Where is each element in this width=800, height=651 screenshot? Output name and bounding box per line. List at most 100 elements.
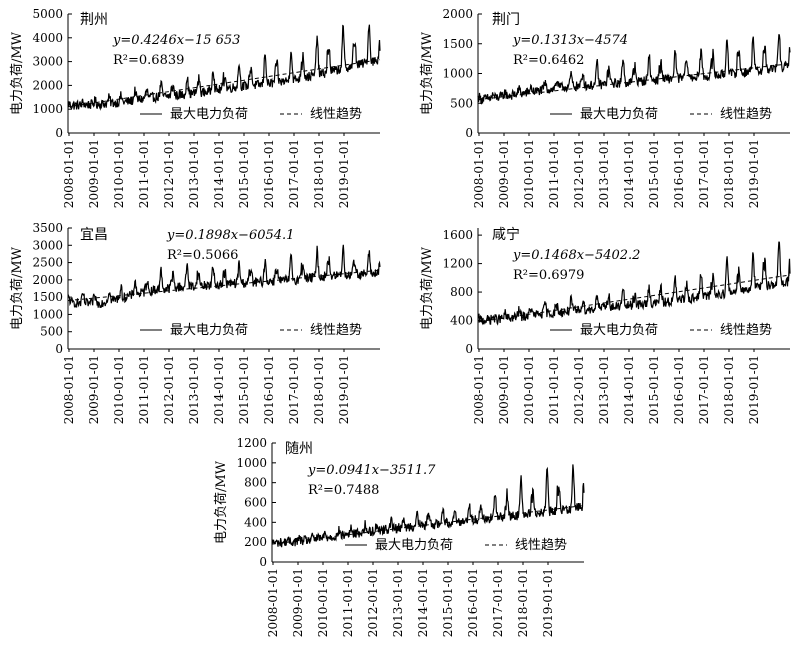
x-tick-label: 2017-01-01 [697,355,711,424]
x-tick-label: 2017-01-01 [697,139,711,208]
x-tick-label: 2015-01-01 [441,568,455,637]
x-tick-label: 2012-01-01 [162,355,176,424]
chart-panel: 0 500 1000 1500 2000 2500 3000 3500 电力负荷/MW 2008-… [10,221,381,424]
y-tick-label: 500 [450,96,473,110]
x-tick-label: 2016-01-01 [672,139,686,208]
legend-label-linear-trend: 线性趋势 [515,537,567,553]
legend-label-linear-trend: 线性趋势 [310,106,362,122]
x-tick-label: 2018-01-01 [516,568,530,637]
panel-title: 随州 [285,441,313,457]
x-tick-label: 2017-01-01 [287,139,301,208]
legend: 最大电力负荷 线性趋势 [550,106,772,122]
legend-label-max-load: 最大电力负荷 [375,538,453,553]
legend-label-max-load: 最大电力负荷 [580,107,658,122]
y-tick-label: 1000 [442,67,473,81]
x-tick-label: 2015-01-01 [237,355,251,424]
x-tick-label: 2015-01-01 [647,355,661,424]
series-max-load-line [271,464,585,548]
y-tick-label: 2000 [32,273,63,287]
r-squared-label: R²=0.6979 [513,268,584,283]
y-tick-label: 2000 [442,7,473,21]
x-tick-label: 2018-01-01 [312,139,326,208]
x-tick-label: 2014-01-01 [622,355,636,424]
series-linear-trend-line [477,274,791,323]
panel-title: 荆州 [80,12,108,28]
y-axis-label: 电力负荷/MW [420,246,435,330]
x-tick-label: 2011-01-01 [547,139,561,208]
y-tick-label: 5000 [32,7,63,21]
panel-title: 宜昌 [80,227,108,243]
r-squared-label: R²=0.6839 [113,53,184,68]
x-tick-label: 2009-01-01 [497,139,511,208]
y-tick-label: 2000 [32,78,63,92]
legend: 最大电力负荷 线性趋势 [140,106,362,122]
x-tick-label: 2011-01-01 [341,568,355,637]
x-tick-label: 2009-01-01 [87,355,101,424]
trend-equation: y=0.1468x−5402.2 [512,248,640,263]
series-max-load-line [477,34,791,105]
x-tick-label: 2017-01-01 [287,355,301,424]
y-tick-label: 500 [40,325,63,339]
x-tick-label: 2014-01-01 [416,568,430,637]
trend-equation: y=0.1898x−6054.1 [166,228,294,243]
x-tick-label: 2015-01-01 [647,139,661,208]
y-tick-label: 3000 [32,238,63,252]
x-tick-label: 2013-01-01 [597,355,611,424]
x-tick-label: 2011-01-01 [547,355,561,424]
x-tick-label: 2011-01-01 [137,355,151,424]
y-tick-label: 3000 [32,55,63,69]
y-tick-label: 0 [55,342,63,356]
trend-equation: y=0.1313x−4574 [512,33,628,48]
x-tick-label: 2011-01-01 [137,139,151,208]
x-tick-label: 2019-01-01 [541,568,555,637]
y-axis-label: 电力负荷/MW [214,460,229,544]
x-tick-label: 2018-01-01 [722,355,736,424]
x-tick-label: 2012-01-01 [162,139,176,208]
legend-label-max-load: 最大电力负荷 [170,107,248,122]
chart-panel: 0 200 400 600 800 1000 1200 电力负荷/MW 2008-01-01 20… [214,436,585,637]
x-tick-label: 2010-01-01 [112,139,126,208]
y-tick-label: 2500 [32,256,63,270]
x-tick-label: 2014-01-01 [622,139,636,208]
legend: 最大电力负荷 线性趋势 [345,537,567,553]
x-tick-label: 2010-01-01 [316,568,330,637]
r-squared-label: R²=0.6462 [513,53,584,68]
panel-title: 荆门 [492,12,520,28]
trend-equation: y=0.4246x−15 653 [112,33,240,48]
x-tick-label: 2013-01-01 [597,139,611,208]
y-tick-label: 3500 [32,221,63,235]
x-tick-label: 2016-01-01 [672,355,686,424]
legend-label-linear-trend: 线性趋势 [720,322,772,338]
x-tick-label: 2008-01-01 [62,355,76,424]
y-tick-label: 1000 [236,456,267,470]
x-tick-label: 2018-01-01 [722,139,736,208]
x-tick-label: 2016-01-01 [262,355,276,424]
x-tick-label: 2019-01-01 [747,355,761,424]
y-tick-label: 600 [244,496,267,510]
chart-panel: 0 400 800 1200 1600 电力负荷/MW 2008-01-01 2009-01-… [420,226,791,424]
y-tick-label: 0 [465,126,473,140]
y-tick-label: 1600 [442,228,473,242]
series-linear-trend-line [271,504,585,545]
x-tick-label: 2018-01-01 [312,355,326,424]
x-tick-label: 2019-01-01 [337,139,351,208]
y-tick-label: 1500 [32,290,63,304]
chart-panel: 0 1000 2000 3000 4000 5000 电力负荷/MW 2008-01-01 20… [10,7,381,208]
y-axis-label: 电力负荷/MW [420,31,435,115]
series-linear-trend-line [67,59,381,108]
legend-label-linear-trend: 线性趋势 [310,322,362,338]
y-tick-label: 200 [244,535,267,549]
legend-label-linear-trend: 线性趋势 [720,106,772,122]
y-tick-label: 0 [55,126,63,140]
y-tick-label: 400 [450,314,473,328]
x-tick-label: 2012-01-01 [572,355,586,424]
y-tick-label: 0 [465,342,473,356]
x-tick-label: 2008-01-01 [472,139,486,208]
x-tick-label: 2015-01-01 [237,139,251,208]
r-squared-label: R²=0.7488 [308,483,379,498]
y-axis-label: 电力负荷/MW [10,246,25,330]
legend: 最大电力负荷 线性趋势 [550,322,772,338]
series-max-load-line [477,241,791,326]
legend-label-max-load: 最大电力负荷 [170,323,248,338]
y-tick-label: 1000 [32,102,63,116]
